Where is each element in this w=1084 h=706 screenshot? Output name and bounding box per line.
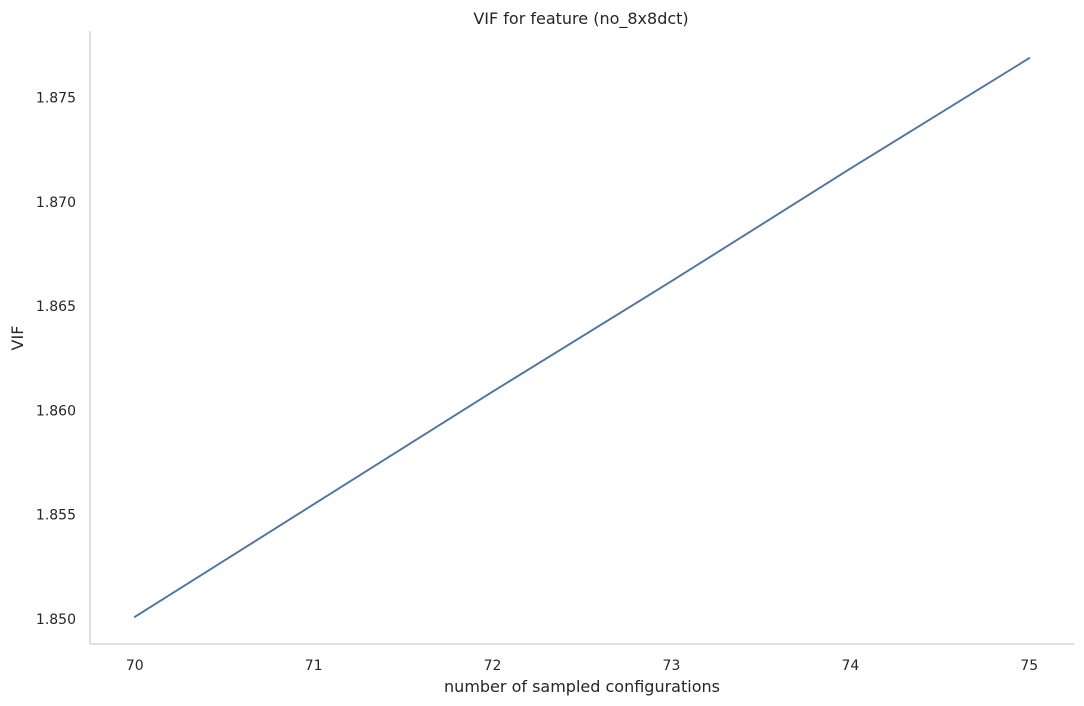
series-group (133, 57, 1031, 618)
y-tick-label: 1.860 (36, 403, 76, 419)
x-tick-label: 70 (126, 658, 144, 674)
y-tick-label: 1.870 (36, 195, 76, 211)
x-tick-label: 71 (305, 658, 323, 674)
x-tick-label: 72 (484, 658, 502, 674)
x-tick-label: 74 (841, 658, 859, 674)
y-tick-label: 1.875 (36, 91, 76, 107)
y-tick-label: 1.855 (36, 508, 76, 524)
chart-title: VIF for feature (no_8x8dct) (473, 9, 688, 29)
y-axis-label: VIF (8, 326, 27, 351)
x-tick-label: 73 (663, 658, 681, 674)
y-tick-label: 1.865 (36, 299, 76, 315)
x-tick-labels: 70 71 72 73 74 75 (126, 658, 1038, 674)
y-tick-label: 1.850 (36, 612, 76, 628)
x-axis-label: number of sampled configurations (444, 677, 720, 696)
y-tick-labels: 1.850 1.855 1.860 1.865 1.870 1.875 (36, 91, 76, 628)
x-tick-label: 75 (1020, 658, 1038, 674)
series-line (133, 57, 1031, 618)
